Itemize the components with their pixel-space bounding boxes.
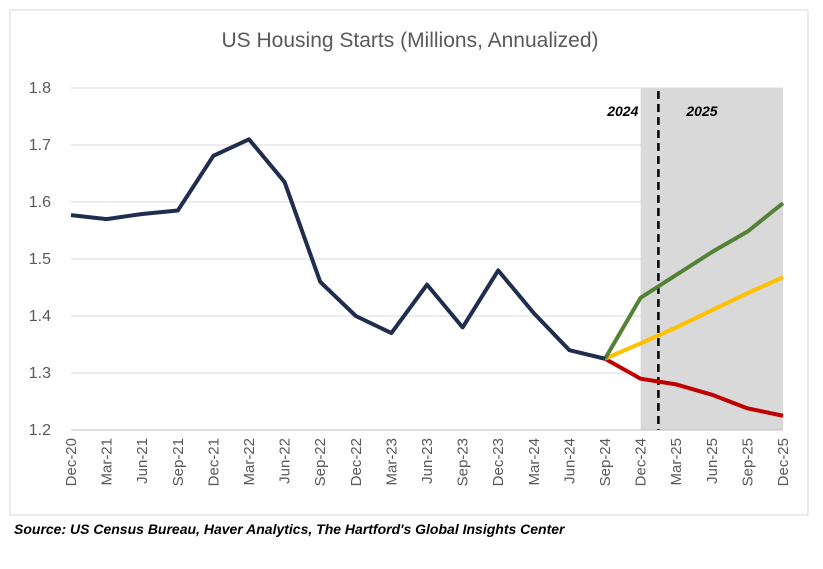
x-tick-label: Jun-25: [704, 438, 721, 484]
x-tick-label: Dec-25: [775, 438, 792, 486]
y-tick-label: 1.3: [29, 365, 51, 382]
y-tick-label: 1.8: [29, 80, 51, 97]
series-line: [604, 275, 784, 361]
x-tick-label: Dec-24: [633, 438, 650, 486]
series-line: [70, 137, 606, 361]
y-tick-label: 1.4: [29, 308, 51, 325]
x-tick-label: Jun-23: [419, 438, 436, 484]
x-tick-label: Dec-21: [205, 438, 222, 486]
x-tick-label: Dec-22: [348, 438, 365, 486]
y-tick-label: 1.6: [29, 194, 51, 211]
x-tick-label: Mar-22: [241, 438, 258, 486]
x-tick-label: Sep-22: [312, 438, 329, 486]
x-tick-label: Sep-21: [170, 438, 187, 486]
x-tick-label: Mar-25: [668, 438, 685, 486]
series-line: [604, 357, 784, 418]
y-tick-label: 1.7: [29, 137, 51, 154]
x-tick-label: Sep-25: [739, 438, 756, 486]
source-note: Source: US Census Bureau, Haver Analytic…: [14, 521, 566, 537]
x-tick-label: Jun-24: [561, 438, 578, 484]
x-tick-label: Sep-24: [597, 438, 614, 486]
x-tick-label: Sep-23: [455, 438, 472, 486]
x-tick-label: Mar-21: [99, 438, 116, 486]
x-tick-label: Dec-20: [63, 438, 80, 486]
series-line: [603, 201, 785, 360]
y-tick-label: 1.5: [29, 251, 51, 268]
x-tick-label: Mar-23: [383, 438, 400, 486]
y-tick-label: 1.2: [29, 422, 51, 439]
x-tick-label: Dec-23: [490, 438, 507, 486]
x-tick-label: Jun-22: [277, 438, 294, 484]
x-tick-label: Mar-24: [526, 438, 543, 486]
annotation: 2025: [685, 103, 717, 119]
chart-title: US Housing Starts (Millions, Annualized): [222, 29, 599, 52]
x-tick-label: Jun-21: [134, 438, 151, 484]
annotation: 2024: [606, 103, 638, 119]
